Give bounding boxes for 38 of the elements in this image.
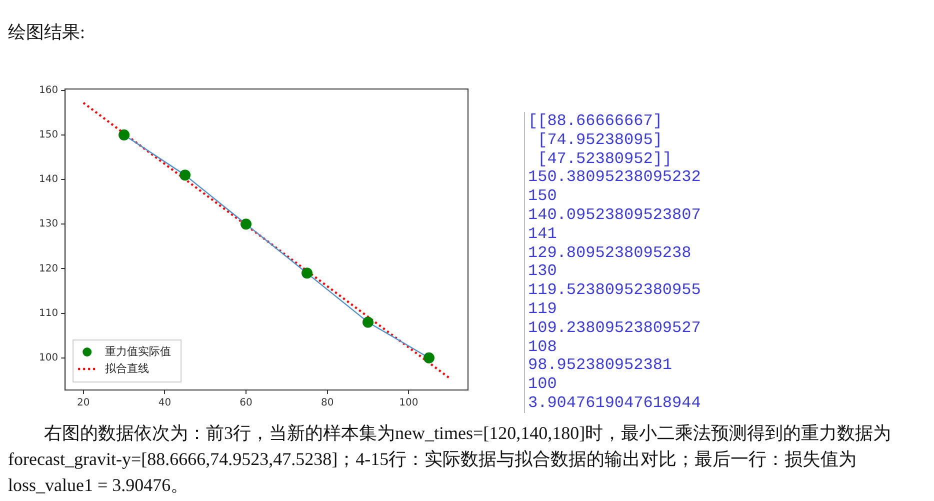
legend-label: 重力值实际值: [105, 344, 172, 358]
text: 3.9047619047618944: [528, 394, 701, 413]
y-tick-label: 150: [38, 130, 58, 141]
text: 右图的数据依次为：前3行，当新的样本集为new_times=[120,140,180]时，最小二乘法预测得到的重力数据为forecast_gravit-y=[88.6666,74.9523,47.5238]；4-15行：实际数据与拟合数据的输出对比；最后一行：损失值为loss_value1 = 3.90476。: [8, 422, 892, 497]
y-tick-label: 160: [38, 84, 58, 96]
y-tick-label: 120: [38, 263, 58, 274]
text: 108: [528, 338, 558, 356]
text: [74.95238095]: [536, 130, 664, 150]
point: [302, 268, 312, 279]
text: 119.52380952380955: [528, 281, 701, 300]
text: 141: [528, 224, 558, 244]
chart-title: 绘图结果:: [8, 21, 86, 44]
point: [118, 129, 130, 140]
text: 129.8095238095238: [528, 244, 692, 262]
point: [362, 316, 374, 328]
point: [240, 218, 252, 230]
x-tick-label: 80: [320, 398, 334, 409]
text: [[88.66666667]: [528, 112, 664, 131]
x-tick-label: 20: [77, 398, 90, 409]
point: [423, 352, 434, 364]
text: 150.38095238095232: [528, 168, 701, 188]
x-tick-label: 100: [399, 398, 418, 409]
text: 100: [528, 375, 558, 394]
text: 140.09523809523807: [528, 206, 701, 225]
y-tick-label: 100: [38, 352, 58, 364]
x-tick-label: 60: [240, 398, 252, 409]
text: 98.952380952381: [528, 356, 674, 376]
legend-label: 拟合直线: [105, 362, 150, 375]
text: 119: [528, 300, 558, 319]
point: [180, 170, 191, 181]
y-tick-label: 140: [38, 174, 58, 186]
y-tick-label: 110: [38, 308, 58, 319]
text: [47.52380952]]: [536, 150, 674, 168]
text: 150: [528, 187, 558, 206]
text: 130: [528, 262, 558, 282]
y-tick-label: 130: [38, 218, 58, 230]
text: 109.23809523809527: [528, 318, 701, 338]
x-tick-label: 40: [158, 398, 172, 409]
